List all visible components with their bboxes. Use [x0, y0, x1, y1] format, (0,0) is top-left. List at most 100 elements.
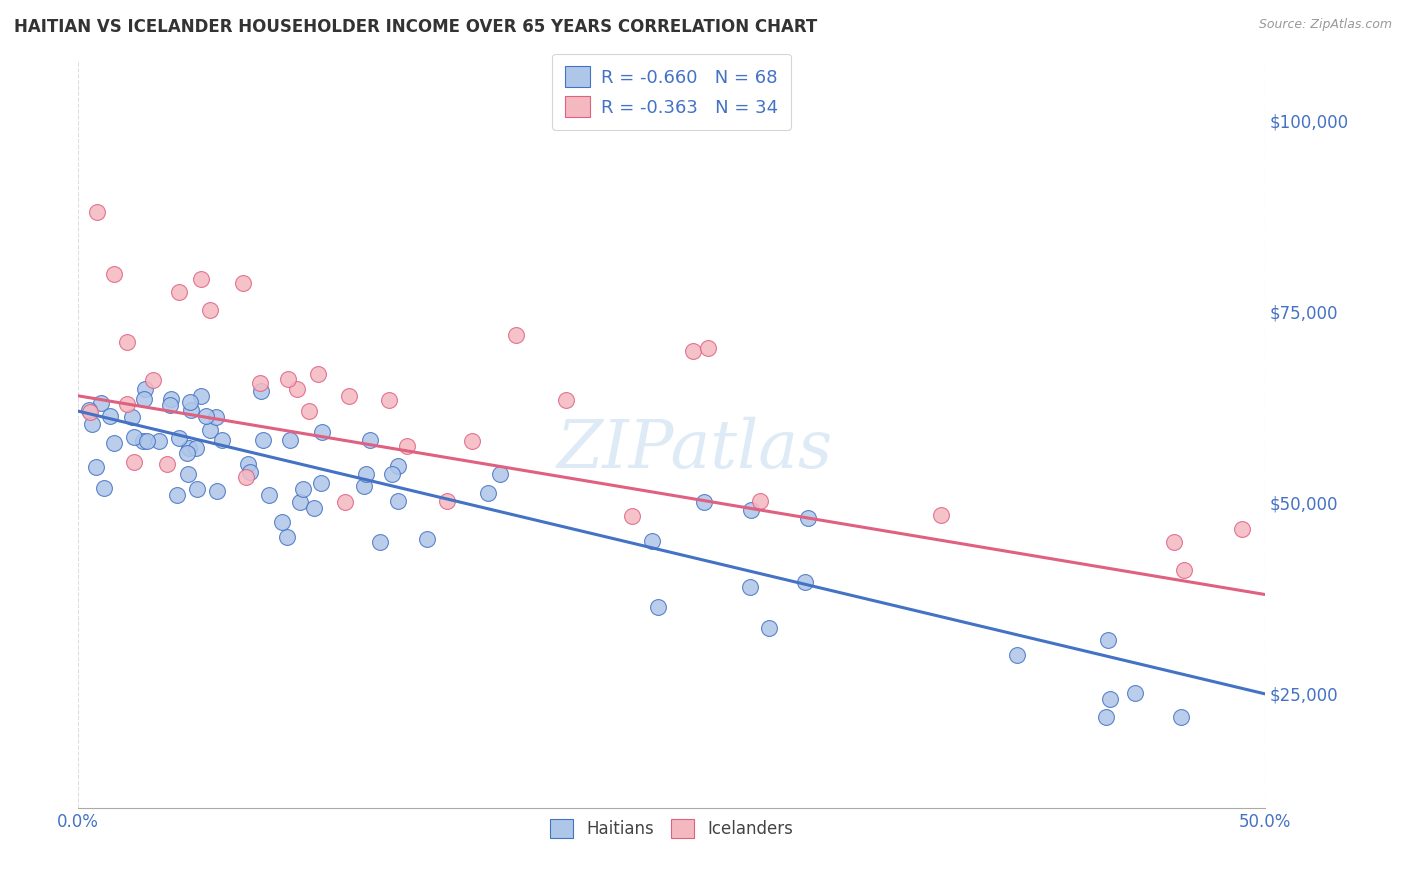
Point	[381, 467, 404, 481]
Point	[620, 508, 643, 523]
Text: ZIPatlas: ZIPatlas	[557, 417, 834, 482]
Point	[489, 467, 512, 481]
Legend: Haitians, Icelanders: Haitians, Icelanders	[543, 813, 800, 845]
Point	[115, 335, 138, 350]
Point	[277, 372, 299, 386]
Point	[121, 409, 143, 424]
Point	[1097, 632, 1119, 647]
Point	[205, 410, 228, 425]
Point	[309, 476, 332, 491]
Point	[103, 436, 125, 450]
Point	[292, 482, 315, 496]
Point	[285, 382, 308, 396]
Point	[276, 529, 298, 543]
Point	[693, 495, 716, 509]
Point	[356, 467, 378, 482]
Point	[89, 395, 111, 409]
Point	[176, 446, 198, 460]
Point	[159, 398, 181, 412]
Point	[200, 423, 222, 437]
Point	[1123, 686, 1146, 700]
Point	[86, 205, 108, 219]
Point	[176, 467, 198, 481]
Point	[160, 392, 183, 406]
Point	[461, 434, 484, 448]
Point	[103, 267, 125, 281]
Point	[749, 494, 772, 508]
Point	[796, 511, 818, 525]
Point	[359, 433, 381, 447]
Point	[387, 494, 409, 508]
Point	[1232, 523, 1254, 537]
Point	[696, 341, 718, 355]
Text: Source: ZipAtlas.com: Source: ZipAtlas.com	[1258, 18, 1392, 31]
Point	[1170, 710, 1192, 724]
Point	[793, 575, 815, 590]
Point	[436, 493, 458, 508]
Point	[416, 532, 439, 546]
Point	[179, 441, 201, 455]
Point	[271, 516, 294, 530]
Point	[142, 373, 165, 387]
Point	[80, 417, 103, 432]
Point	[278, 433, 301, 447]
Point	[1095, 710, 1118, 724]
Point	[555, 392, 578, 407]
Point	[98, 409, 121, 423]
Point	[378, 393, 401, 408]
Point	[1099, 691, 1122, 706]
Point	[190, 389, 212, 403]
Point	[132, 434, 155, 449]
Point	[387, 458, 409, 473]
Point	[307, 368, 329, 382]
Point	[1005, 648, 1028, 663]
Point	[505, 328, 527, 343]
Point	[929, 508, 952, 523]
Point	[239, 465, 262, 479]
Point	[166, 488, 188, 502]
Point	[79, 405, 101, 419]
Point	[395, 440, 418, 454]
Point	[124, 455, 146, 469]
Point	[77, 403, 100, 417]
Point	[740, 503, 762, 517]
Point	[205, 484, 228, 499]
Point	[738, 581, 761, 595]
Point	[252, 434, 274, 448]
Point	[249, 376, 271, 391]
Point	[368, 534, 391, 549]
Point	[758, 621, 780, 635]
Point	[302, 500, 325, 515]
Point	[156, 457, 179, 471]
Point	[179, 394, 201, 409]
Point	[235, 469, 257, 483]
Point	[232, 276, 254, 290]
Text: HAITIAN VS ICELANDER HOUSEHOLDER INCOME OVER 65 YEARS CORRELATION CHART: HAITIAN VS ICELANDER HOUSEHOLDER INCOME …	[14, 18, 817, 36]
Point	[115, 397, 138, 411]
Point	[311, 425, 333, 440]
Point	[250, 384, 273, 398]
Point	[148, 434, 170, 448]
Point	[122, 430, 145, 444]
Point	[180, 402, 202, 417]
Point	[167, 285, 190, 299]
Point	[337, 389, 360, 403]
Point	[186, 482, 208, 496]
Point	[353, 479, 375, 493]
Point	[198, 303, 221, 318]
Point	[288, 495, 311, 509]
Point	[298, 403, 321, 417]
Point	[1173, 563, 1195, 577]
Point	[184, 441, 207, 455]
Point	[93, 481, 115, 495]
Point	[641, 534, 664, 549]
Point	[647, 600, 669, 615]
Point	[238, 457, 260, 471]
Point	[134, 382, 156, 396]
Point	[194, 409, 217, 423]
Point	[132, 392, 155, 407]
Point	[257, 488, 280, 502]
Point	[211, 433, 233, 447]
Point	[335, 495, 357, 509]
Point	[1163, 535, 1185, 549]
